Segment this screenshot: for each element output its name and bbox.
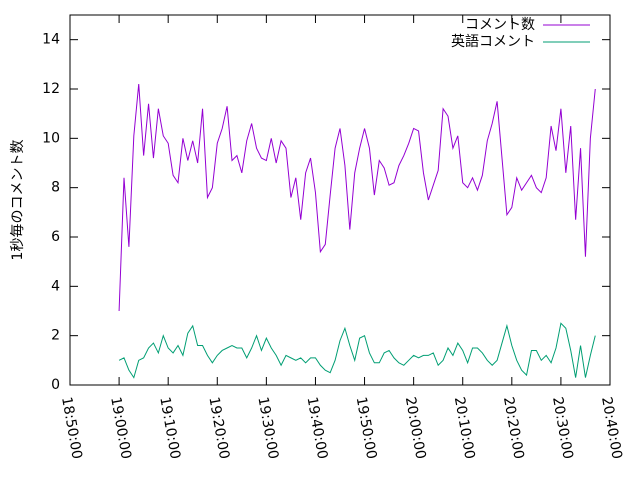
plot-border	[69, 14, 611, 386]
x-tick-label: 20:20:00	[500, 396, 527, 461]
y-axis-label: 1秒毎のコメント数	[10, 140, 26, 261]
y-tick-label: 8	[51, 180, 60, 196]
y-tick-label: 4	[51, 278, 60, 294]
y-tick-label: 10	[42, 130, 60, 146]
y-tick-label: 2	[51, 328, 60, 344]
legend-label: 英語コメント	[451, 33, 535, 50]
series-line	[118, 322, 596, 379]
legend-label: コメント数	[465, 17, 535, 33]
x-tick-label: 19:20:00	[205, 396, 232, 461]
y-tick-label: 12	[42, 81, 60, 97]
x-tick-label: 18:50:00	[58, 396, 85, 461]
x-tick-label: 19:50:00	[353, 396, 380, 461]
x-tick-label: 19:00:00	[107, 396, 134, 461]
x-tick-label: 20:40:00	[598, 396, 625, 461]
y-tick-label: 0	[51, 377, 60, 393]
x-tick-label: 19:40:00	[304, 396, 331, 461]
x-tick-label: 19:30:00	[254, 396, 281, 461]
series-line	[118, 84, 596, 312]
x-tick-label: 19:10:00	[156, 396, 183, 461]
y-tick-label: 6	[51, 229, 60, 245]
y-tick-label: 14	[42, 32, 60, 48]
x-tick-label: 20:10:00	[451, 396, 478, 461]
x-tick-label: 20:00:00	[402, 396, 429, 461]
x-tick-label: 20:30:00	[549, 396, 576, 461]
